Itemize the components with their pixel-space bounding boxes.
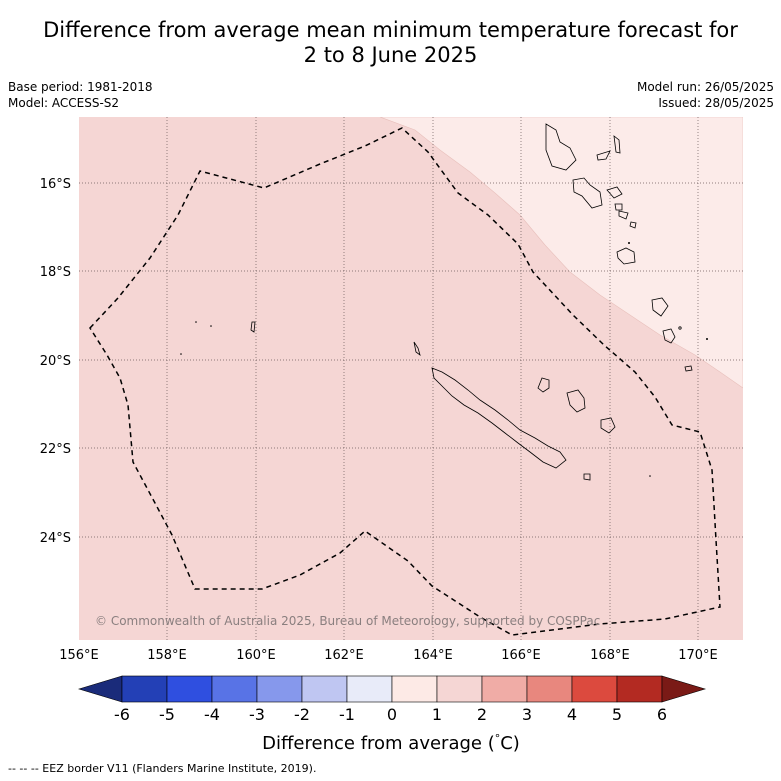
small-islet <box>649 475 651 477</box>
colorbar-label: 6 <box>657 705 667 724</box>
longitude-tick-labels: 156°E 158°E 160°E 162°E 164°E 166°E 168°… <box>59 648 718 663</box>
lon-tick-label: 160°E <box>236 648 276 663</box>
small-islands <box>618 210 629 220</box>
ambrym-island <box>606 186 623 199</box>
isle-of-pines <box>583 473 591 481</box>
lon-tick-label: 158°E <box>147 648 187 663</box>
copyright-notice: © Commonwealth of Australia 2025, Bureau… <box>95 614 600 628</box>
colorbar-segment <box>256 675 303 703</box>
colorbar-segment <box>436 675 483 703</box>
small-islet <box>195 321 197 323</box>
colorbar-segment <box>481 675 528 703</box>
colorbar-label: 3 <box>522 705 532 724</box>
small-islet <box>628 242 630 244</box>
colorbar-label: 5 <box>612 705 622 724</box>
issued-date: Issued: 28/05/2025 <box>658 96 774 110</box>
colorbar-segment <box>121 675 168 703</box>
colorbar-unit-degree: ° <box>495 732 501 745</box>
pentecost-island <box>613 135 621 154</box>
meta-left: Base period: 1981-2018 Model: ACCESS-S2 <box>8 79 153 111</box>
colorbar-label: -5 <box>159 705 175 724</box>
lon-tick-label: 170°E <box>678 648 718 663</box>
espiritu-santo-island <box>545 123 577 171</box>
lifou-island <box>566 389 586 413</box>
model-name: Model: ACCESS-S2 <box>8 96 120 110</box>
malekula-island <box>572 177 603 209</box>
colorbar-label: -2 <box>294 705 310 724</box>
belep-islets <box>413 341 421 357</box>
colorbar-label: -4 <box>204 705 220 724</box>
colorbar-label: 4 <box>567 705 577 724</box>
colorbar-segment <box>616 675 663 703</box>
colorbar-segment <box>166 675 213 703</box>
colorbar <box>77 675 707 703</box>
colorbar-label: 1 <box>432 705 442 724</box>
small-islet <box>210 325 212 327</box>
colorbar-label: 2 <box>477 705 487 724</box>
colorbar-extend-low <box>77 675 123 703</box>
colorbar-labels: -6 -5 -4 -3 -2 -1 0 1 2 3 4 5 6 <box>114 705 667 724</box>
erromango-island <box>651 297 669 317</box>
colorbar-extend-high <box>661 675 707 703</box>
colorbar-segment <box>211 675 258 703</box>
epi-island <box>614 203 623 211</box>
colorbar-title: Difference from average (°C) <box>262 732 520 754</box>
malo-island <box>596 150 611 161</box>
ouvea-island <box>537 377 550 393</box>
lon-tick-label: 156°E <box>59 648 99 663</box>
colorbar-label: 0 <box>387 705 397 724</box>
model-run: Model run: 26/05/2025 <box>636 80 774 94</box>
colorbar-segment <box>526 675 573 703</box>
colorbar-label: -6 <box>114 705 130 724</box>
title-line-2: 2 to 8 June 2025 <box>303 43 478 67</box>
colorbar-title-text: Difference from average ( <box>262 733 495 754</box>
meta-right: Model run: 26/05/2025 Issued: 28/05/2025 <box>637 79 774 111</box>
small-islet <box>678 326 682 330</box>
colorbar-segment <box>391 675 438 703</box>
lat-tick-label: 24°S <box>40 531 71 546</box>
mare-island <box>600 417 616 434</box>
small-islands <box>629 221 637 229</box>
colorbar-unit-letter: C) <box>500 733 520 754</box>
lat-tick-label: 16°S <box>40 177 71 192</box>
lat-tick-label: 18°S <box>40 265 71 280</box>
lon-tick-label: 164°E <box>413 648 453 663</box>
tanna-island <box>662 328 676 344</box>
small-islet <box>706 338 708 340</box>
title-line-1: Difference from average mean minimum tem… <box>43 18 738 42</box>
lon-tick-label: 166°E <box>501 648 541 663</box>
map-title: Difference from average mean minimum tem… <box>0 18 781 68</box>
new-caledonia-island <box>431 367 567 469</box>
colorbar-segment <box>571 675 618 703</box>
aneityum-island <box>684 365 693 372</box>
base-period: Base period: 1981-2018 <box>8 80 153 94</box>
efate-island <box>616 247 636 265</box>
light-anomaly-region <box>379 117 743 389</box>
colorbar-label: -1 <box>339 705 355 724</box>
lon-tick-label: 162°E <box>324 648 364 663</box>
small-islet <box>180 353 182 355</box>
latitude-tick-labels: 16°S 18°S 20°S 22°S 24°S <box>40 177 71 546</box>
eez-border <box>89 127 721 636</box>
lat-tick-label: 22°S <box>40 442 71 457</box>
lon-tick-label: 168°E <box>590 648 630 663</box>
gridlines <box>79 117 743 640</box>
colorbar-segment <box>301 675 348 703</box>
colorbar-label: -3 <box>249 705 265 724</box>
chesterfield-islet <box>250 321 256 333</box>
lat-tick-label: 20°S <box>40 354 71 369</box>
eez-legend: -- -- -- EEZ border V11 (Flanders Marine… <box>8 762 317 775</box>
colorbar-segment <box>346 675 393 703</box>
